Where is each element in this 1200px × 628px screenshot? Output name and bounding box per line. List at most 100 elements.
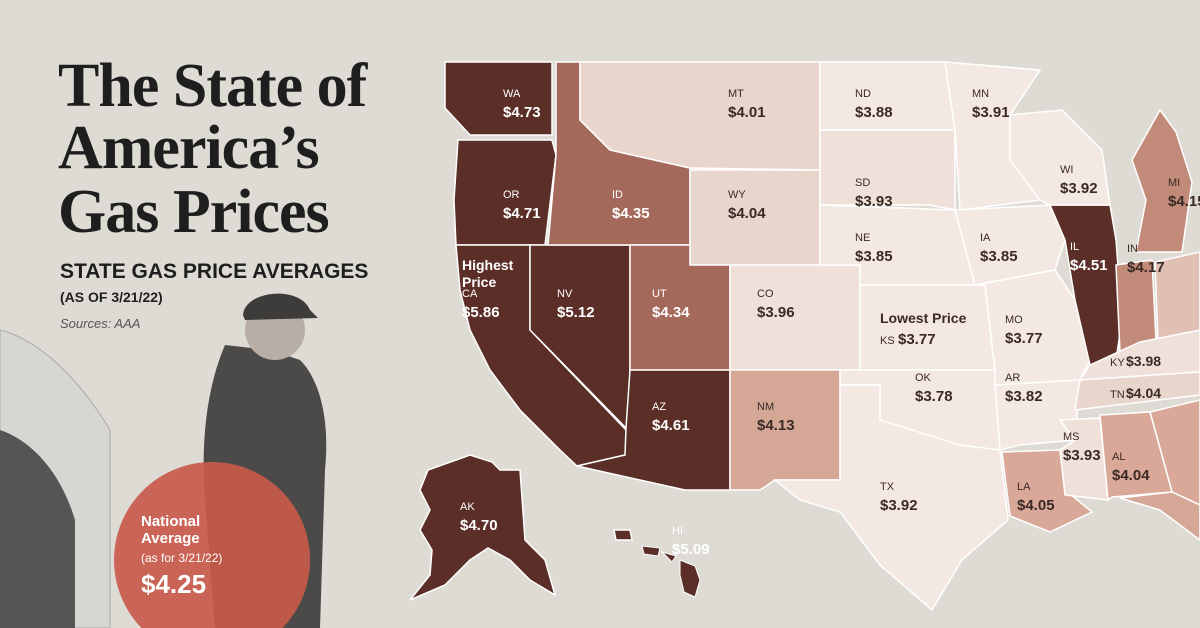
state-labels: WA $4.73 OR $4.71 CA $5.86 NV $5.12 ID $4.35 MT $4.…: [460, 88, 1200, 558]
state-abbr: ID: [612, 189, 623, 201]
state-shape: [679, 559, 701, 598]
state-shape: [660, 550, 677, 563]
national-date: (as for 3/21/22): [141, 551, 223, 565]
state-price: $4.04: [728, 205, 766, 222]
subtitle: STATE GAS PRICE AVERAGES: [60, 260, 368, 283]
state-shape: [1074, 371, 1200, 411]
state-abbr: OK: [915, 372, 932, 384]
state-price: $3.77: [1005, 330, 1043, 347]
state-price: $3.78: [915, 388, 953, 405]
state-shape: [1154, 251, 1200, 341]
state-abbr: WI: [1060, 164, 1073, 176]
state-price: $3.92: [880, 497, 918, 514]
state-shape: [1009, 109, 1111, 206]
state-abbr: NV: [557, 288, 573, 300]
state-price: $5.09: [672, 541, 710, 558]
state-abbr: TN: [1110, 389, 1125, 401]
state-abbr: MS: [1063, 431, 1080, 443]
state-price: $3.93: [855, 193, 893, 210]
state-price: $4.04: [1126, 385, 1161, 401]
state-price: $3.85: [855, 248, 893, 265]
title-line: America’s: [58, 114, 319, 182]
state-shape: [954, 204, 1066, 286]
state-abbr: IL: [1070, 241, 1079, 253]
state-abbr: AR: [1005, 372, 1020, 384]
state-abbr: AZ: [652, 401, 666, 413]
state-shape: [819, 129, 956, 211]
national-average-badge: [114, 462, 310, 628]
state-shape: [641, 545, 661, 557]
state-price: $4.70: [460, 517, 498, 534]
state-shape: [409, 454, 557, 601]
state-price: $3.91: [972, 104, 1010, 121]
state-shape: [729, 264, 861, 371]
state-shape: [613, 529, 633, 541]
state-price: $3.93: [1063, 447, 1101, 464]
state-price: $3.82: [1005, 388, 1043, 405]
state-price: $4.05: [1017, 497, 1055, 514]
state-price: $4.35: [612, 205, 650, 222]
state-abbr: LA: [1017, 481, 1031, 493]
title-line: Gas Prices: [58, 178, 329, 246]
states: [409, 61, 1200, 612]
state-abbr: MT: [728, 88, 744, 100]
state-price: $4.01: [728, 104, 766, 121]
state-price: $5.86: [462, 304, 500, 321]
state-price: $4.71: [503, 205, 541, 222]
state-price: $3.98: [1126, 353, 1161, 369]
state-price: $4.15: [1168, 193, 1200, 210]
national-price: $4.25: [141, 569, 207, 599]
lowest-label: Lowest Price: [880, 310, 967, 326]
state-price: $4.61: [652, 417, 690, 434]
state-abbr: WA: [503, 88, 521, 100]
state-price: $3.92: [1060, 180, 1098, 197]
state-price: $3.85: [980, 248, 1018, 265]
highest-label: Highest Price: [462, 257, 514, 290]
state-shape: [1131, 108, 1193, 253]
state-shape: [1078, 329, 1200, 381]
state-abbr: KS: [880, 335, 895, 347]
state-abbr: CA: [462, 288, 478, 300]
state-shape: [444, 61, 553, 136]
state-abbr: UT: [652, 288, 667, 300]
state-price: $5.12: [557, 304, 595, 321]
state-abbr: CO: [757, 288, 774, 300]
state-abbr: HI: [672, 525, 683, 537]
state-shape: [772, 384, 1009, 612]
person-cap: [243, 293, 318, 320]
state-abbr: IA: [980, 232, 991, 244]
state-abbr: TX: [880, 481, 895, 493]
state-abbr: MN: [972, 88, 989, 100]
state-shape: [859, 284, 996, 371]
pump-shadow: [0, 430, 75, 628]
state-abbr: IN: [1127, 243, 1138, 255]
state-abbr: OR: [503, 189, 520, 201]
state-price: $4.34: [652, 304, 690, 321]
state-abbr: KY: [1110, 357, 1125, 369]
state-price: $4.17: [1127, 259, 1165, 276]
state-shape: [994, 379, 1081, 451]
title-line: The State of: [58, 52, 369, 120]
state-price: $3.88: [855, 104, 893, 121]
state-abbr: AL: [1112, 451, 1125, 463]
state-price: $4.04: [1112, 467, 1150, 484]
state-abbr: MO: [1005, 314, 1023, 326]
state-abbr: ND: [855, 88, 871, 100]
state-shape: [1099, 411, 1173, 502]
sources: Sources: AAA: [60, 316, 140, 331]
state-abbr: MI: [1168, 177, 1180, 189]
state-price: $4.73: [503, 104, 541, 121]
state-price: $3.77: [898, 331, 936, 348]
state-abbr: SD: [855, 177, 870, 189]
state-abbr: NE: [855, 232, 870, 244]
national-label: National Average: [141, 513, 201, 547]
state-abbr: WY: [728, 189, 746, 201]
date: (AS OF 3/21/22): [60, 289, 163, 305]
state-price: $4.51: [1070, 257, 1108, 274]
state-abbr: NM: [757, 401, 774, 413]
state-abbr: AK: [460, 501, 475, 513]
state-price: $4.13: [757, 417, 795, 434]
state-price: $3.96: [757, 304, 795, 321]
